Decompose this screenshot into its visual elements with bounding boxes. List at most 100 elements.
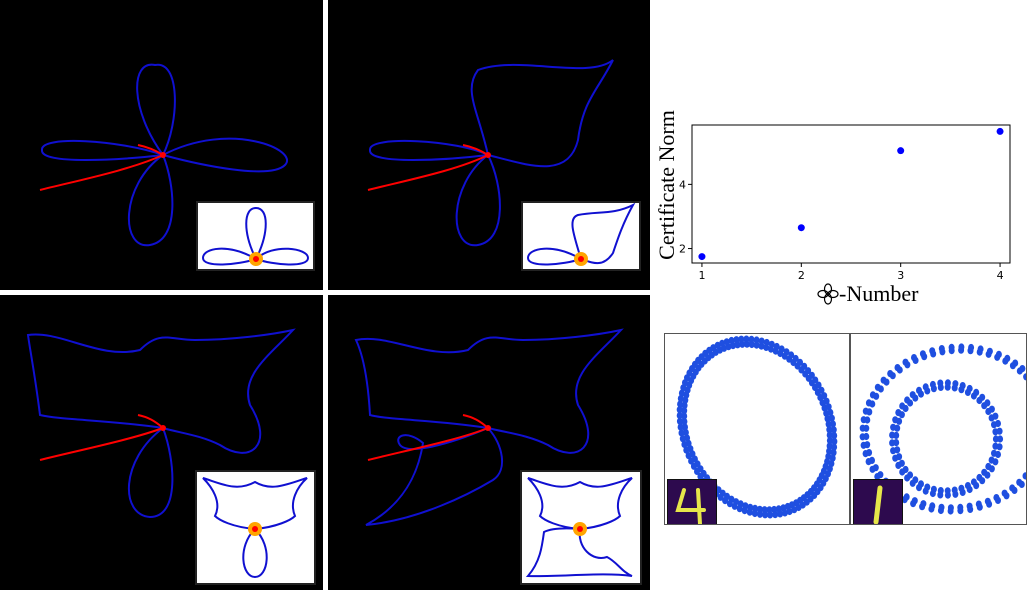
cloud-point [992,412,999,420]
point-core [578,256,584,262]
cloud-point [682,428,689,437]
digit-4-stroke [675,488,706,524]
cloud-point [947,507,954,515]
cloud-point [952,380,959,388]
one-petal-curve [26,328,296,519]
cloud-point [904,396,911,404]
cloud-point [997,435,1004,443]
cloud-point [986,500,993,508]
cloud-point [1025,373,1026,376]
cloud-point [681,440,688,448]
cloud-point [859,424,866,432]
x-axis-label: -Number [839,281,919,306]
cloud-point [957,507,964,515]
point-core [252,526,258,532]
cloud-point [973,388,980,396]
y-tick-label: 4 [679,178,686,191]
cloud-point [812,376,819,384]
digit-4-pointcloud-panel [664,333,850,525]
three-petal-inset [196,201,315,271]
cloud-point [690,462,697,470]
cloud-point [895,409,902,417]
cloud-point [979,477,986,485]
cloud-point [757,510,763,518]
cloud-point [792,354,799,363]
inset-curve [202,477,308,579]
y-tick-label: 2 [679,243,686,256]
cloud-point [1003,492,1010,500]
cloud-point [910,500,917,508]
cloud-point [826,437,833,445]
cloud-point [948,343,955,351]
cloud-point [904,474,911,482]
cloud-point [830,426,837,434]
digit-4-thumbnail [667,479,717,524]
cloud-point [887,370,894,378]
cloud-point [777,510,784,518]
digit-1-pointcloud-panel [850,333,1027,525]
one-petal-inset [195,470,316,585]
cloud-point [862,407,869,415]
cloud-point [722,497,729,505]
cloud-point [996,427,1003,435]
cloud-point [892,416,899,424]
cloud-point [753,341,760,349]
y-ticks: 24 [679,178,692,256]
cloud-point [977,345,984,353]
cloud-point [778,345,785,353]
cloud-point [976,503,983,511]
cloud-point [763,338,770,347]
cloud-point [786,507,793,516]
cloud-point [683,446,690,454]
cloud-point [988,465,995,473]
cloud-point [751,509,758,518]
cloud-point [694,467,700,475]
fixed-curve [39,414,165,461]
cloud-point [865,399,872,407]
cloud-point [995,350,1002,358]
inset-curve [525,477,633,578]
cloud-point [919,503,926,511]
cloud-point [767,511,774,519]
base-point [485,425,491,431]
cloud-point [889,439,896,447]
cloud-point [938,345,945,353]
cloud-point [919,350,926,358]
cloud-point [772,511,779,519]
x-tick-label: 3 [897,269,904,282]
cloud-point [911,354,917,362]
cloud-point [743,335,750,343]
cloud-point [894,364,901,372]
cloud-point [860,416,867,424]
cloud-point [678,429,685,437]
cloud-point [988,405,995,413]
base-point [160,425,166,431]
cloud-point [1023,373,1026,381]
cloud-point [823,397,830,405]
cloud-point [679,435,686,443]
cloud-point [752,504,758,512]
cloud-point [773,342,780,351]
cloud-point [797,358,803,366]
cloud-point [996,443,1003,451]
cloud-point [826,431,833,439]
four-petal-flower-icon [817,283,839,305]
digit-1-stroke [873,485,883,524]
cloud-point [714,341,721,349]
cloud-point [992,435,999,443]
cloud-point [738,335,745,343]
cloud-point [830,420,836,428]
cloud-point [677,423,684,431]
cloud-point [825,420,832,428]
cloud-point [992,458,999,466]
cloud-point [768,340,775,348]
cloud-point [1025,475,1026,480]
cloud-point [929,489,936,498]
cloud-point [762,511,769,519]
cloud-point [719,339,726,347]
cloud-point [986,347,993,355]
cloud-point [880,376,887,384]
cloud-point [741,507,748,515]
cloud-point [995,496,1001,504]
cloud-point [937,506,944,515]
